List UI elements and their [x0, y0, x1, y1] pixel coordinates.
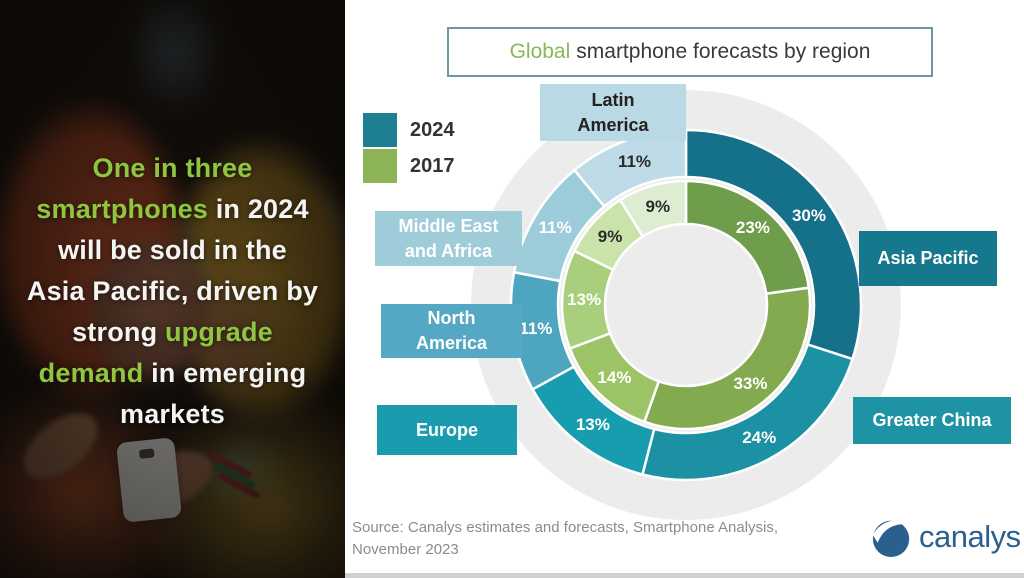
legend-item-2024: 2024 [363, 113, 455, 147]
region-label-middle-east-and-africa: Middle East and Africa [375, 211, 522, 266]
bottom-strip [345, 573, 1024, 578]
photo-dim-overlay [0, 0, 345, 578]
source-line-2: November 2023 [352, 541, 459, 558]
headline-highlight: smartphones [36, 194, 209, 224]
donut-segment-2017-latin-america [618, 179, 688, 239]
source-text: Source: Canalys estimates and forecasts,… [352, 517, 778, 561]
headline-text-segment: Asia Pacific, driven by [26, 276, 319, 306]
headline-highlight: One in three [92, 153, 253, 183]
canalys-logo-mark-icon [872, 520, 913, 558]
legend-swatch-2017 [363, 149, 397, 183]
headline-highlight: upgrade [164, 317, 273, 347]
headline-line: strong upgrade [8, 312, 337, 353]
donut-chart [509, 128, 863, 482]
headline-text-segment: will be sold in the [58, 235, 287, 265]
region-label-greater-china: Greater China [853, 397, 1011, 444]
headline-text-segment: in 2024 [208, 194, 309, 224]
legend-item-2017: 2017 [363, 149, 455, 183]
donut-segment-2024-latin-america [572, 128, 688, 209]
region-label-latin-america: Latin America [540, 84, 686, 141]
chart-panel: 30% 23% 24% 33% 13% 14% 11% 13% 11% 9% 11% 9% Globa… [345, 0, 1024, 578]
donut-segment-2017-greater-china [642, 286, 812, 431]
headline-text-segment: markets [120, 399, 225, 429]
legend-swatch-2024 [363, 113, 397, 147]
headline-line: will be sold in the [8, 230, 337, 271]
region-label-asia-pacific: Asia Pacific [859, 231, 997, 286]
headline-text: One in three smartphones in 2024 will be s… [8, 148, 337, 435]
photo-left-panel: One in three smartphones in 2024 will be s… [0, 0, 345, 578]
chart-title-highlight: Global [509, 40, 571, 63]
chart-title-text: smartphone forecasts by region [576, 40, 871, 63]
canalys-logo: canalys [871, 515, 1021, 559]
chart-legend: 2024 2017 [363, 113, 455, 185]
headline-highlight: demand [38, 358, 144, 388]
headline-line: Asia Pacific, driven by [8, 271, 337, 312]
chart-title-box: Global smartphone forecasts by region [447, 27, 933, 77]
region-label-europe: Europe [377, 405, 517, 455]
headline-text-segment: strong [72, 317, 165, 347]
legend-label-2017: 2017 [410, 154, 455, 177]
canalys-logo-wordmark: canalys [919, 519, 1021, 554]
headline-text-segment: in emerging [143, 358, 307, 388]
headline-line: demand in emerging [8, 353, 337, 394]
region-label-north-america: North America [381, 304, 522, 358]
headline-line: One in three [8, 148, 337, 189]
legend-label-2024: 2024 [410, 118, 455, 141]
source-line-1: Source: Canalys estimates and forecasts,… [352, 519, 779, 536]
headline-line: smartphones in 2024 [8, 189, 337, 230]
headline-line: markets [8, 394, 337, 435]
